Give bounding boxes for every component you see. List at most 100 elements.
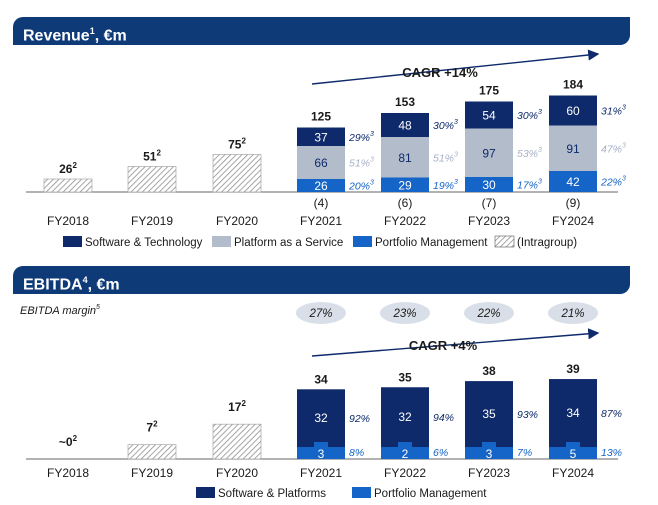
revenue-share-label: 17%3 [517,179,542,192]
revenue-share-label-sup: 3 [622,142,626,149]
revenue-share-label: 20%3 [348,180,374,193]
revenue-total-label: 125 [311,110,331,124]
revenue-bar-FY2021-s0 [297,127,345,146]
ebitda-segment-label: 5 [570,447,577,461]
revenue-segment-label: 54 [482,109,496,123]
ebitda-tick-label: FY2024 [552,466,594,480]
ebitda-total-label: 39 [566,362,580,376]
revenue-segment-label: 60 [566,104,580,118]
ebitda-bar-FY2020 [212,423,262,460]
ebitda-bar-FY2022-software [381,387,429,447]
revenue-share-label-sup: 3 [622,105,626,112]
ebitda-title-text: EBITDA [23,276,83,294]
ebitda-title-suffix: , €m [87,276,120,294]
revenue-segment-label: 91 [566,142,580,156]
ebitda-margin-label: 27% [308,308,332,320]
revenue-share-label-sup: 3 [370,131,374,138]
ebitda-value-FY2020: 172 [228,399,246,414]
revenue-share-label-sup: 3 [454,179,458,186]
revenue-share-label-sup: 3 [622,176,626,183]
ebitda-bar-FY2019 [127,444,177,460]
revenue-total-label: 175 [479,84,499,98]
ebitda-value-FY2019-sup: 2 [153,420,158,429]
revenue-share-label: 30%3 [517,109,542,122]
ebitda-tick-label: FY2018 [47,466,89,480]
revenue-share-label-sup: 3 [538,109,542,116]
revenue-segment-label: 26 [314,179,328,193]
revenue-segment-label: 30 [482,178,496,192]
revenue-legend-label: Portfolio Management [375,237,488,249]
ebitda-segment-label: 34 [566,406,580,420]
revenue-segment-label: 97 [482,146,496,160]
revenue-tick-label: FY2019 [131,214,173,228]
revenue-legend-swatch [63,236,82,247]
revenue-bar-FY2022-s1 [381,137,429,178]
ebitda-cagr-arrow [311,328,600,357]
revenue-share-label: 29%3 [348,131,374,144]
revenue-value-FY2019-sup: 2 [156,149,161,158]
ebitda-tick-label: FY2023 [468,466,510,480]
revenue-bar-FY2018 [43,178,93,193]
ebitda-cagr-label: CAGR +4% [409,338,478,353]
revenue-share-label: 30%3 [433,119,458,132]
revenue-segment-label: 66 [314,156,328,170]
revenue-legend-swatch [212,236,231,247]
revenue-value-FY2019: 512 [143,149,161,164]
revenue-bar-FY2019 [127,166,177,193]
ebitda-share-label: 13% [601,447,622,459]
revenue-legend-swatch [494,235,515,248]
revenue-tick-label: FY2020 [216,214,258,228]
revenue-tick-label: FY2021 [300,214,342,228]
revenue-bar-FY2024-s1 [549,125,597,171]
revenue-cagr-label: CAGR +14% [402,65,478,80]
ebitda-total-label: 34 [314,372,328,386]
revenue-share-label: 31%3 [601,105,626,118]
ebitda-total-label: 38 [482,364,496,378]
revenue-tick-label: FY2023 [468,214,510,228]
ebitda-bar-FY2021-software [297,389,345,447]
ebitda-value-FY2018: ~02 [59,434,78,449]
ebitda-segment-label: 2 [402,447,409,461]
revenue-bar-FY2020 [212,154,262,193]
revenue-value-FY2020: 752 [228,137,246,152]
revenue-section-title: Revenue1, €m [13,17,630,45]
ebitda-tick-label: FY2021 [300,466,342,480]
ebitda-share-label: 7% [517,447,532,459]
ebitda-small-value-box [314,442,328,457]
ebitda-margin-label: 21% [560,308,584,320]
revenue-bar-FY2022-s0 [381,113,429,137]
ebitda-margin-bubble [380,302,430,324]
revenue-share-label-sup: 3 [370,180,374,187]
ebitda-tick-label: FY2022 [384,466,426,480]
revenue-segment-label: 48 [398,119,412,133]
revenue-legend-label: (Intragroup) [517,237,577,249]
revenue-total-label: 153 [395,95,415,109]
revenue-intragroup-label: (4) [314,196,329,210]
revenue-bar-FY2021-s1 [297,146,345,179]
revenue-bar-FY2023-s0 [465,101,513,129]
ebitda-share-label: 92% [349,413,370,425]
ebitda-margin-caption: EBITDA margin5 [20,304,100,317]
revenue-value-FY2018-sup: 2 [72,161,77,170]
revenue-bar-FY2024-s0 [549,95,597,126]
revenue-intragroup-label: (6) [398,196,413,210]
revenue-share-label: 19%3 [433,179,458,192]
revenue-value-FY2020-sup: 2 [241,137,246,146]
ebitda-share-label: 93% [517,409,538,421]
revenue-share-label: 47%3 [601,142,626,155]
revenue-bar-FY2023-s1 [465,128,513,177]
ebitda-value-FY2019: 72 [146,420,158,435]
ebitda-share-label: 8% [349,447,364,459]
ebitda-value-FY2018-sup: 2 [73,434,78,443]
ebitda-small-value-box [398,442,412,457]
ebitda-segment-label: 3 [486,447,493,461]
revenue-share-label: 53%3 [517,147,542,160]
ebitda-segment-label: 3 [318,447,325,461]
revenue-title-suffix: , €m [94,27,127,45]
revenue-tick-label: FY2024 [552,214,594,228]
ebitda-total-label: 35 [398,370,412,384]
ebitda-margin-caption-sup: 5 [96,304,100,311]
ebitda-section-title: EBITDA4, €m [13,266,630,294]
revenue-segment-label: 81 [398,151,412,165]
